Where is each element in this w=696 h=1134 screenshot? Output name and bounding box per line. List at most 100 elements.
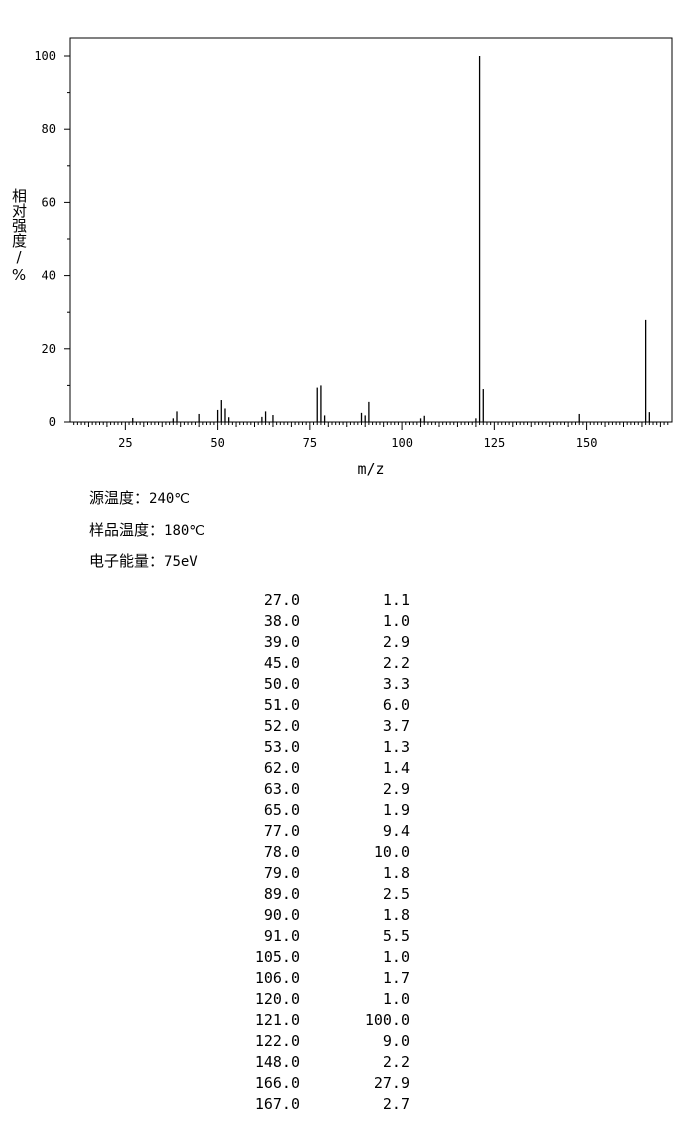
peak-mz: 167.0	[254, 1095, 300, 1113]
peak-row: 106.0 1.7	[230, 968, 420, 989]
peak-mz: 120.0	[254, 990, 300, 1008]
peak-row: 63.0 2.9	[230, 779, 420, 800]
y-tick-label: 20	[42, 342, 56, 356]
peak-mz: 39.0	[263, 633, 300, 651]
peak-mz: 52.0	[263, 717, 300, 735]
condition-sample-temp: 样品温度：180℃	[89, 519, 205, 540]
peak-mz: 121.0	[254, 1011, 300, 1029]
x-axis-label: m/z	[357, 460, 384, 478]
peak-abundance: 9.0	[382, 1032, 410, 1050]
condition-label: 源温度：	[89, 489, 150, 507]
x-tick-label: 150	[576, 436, 598, 450]
peak-abundance: 3.3	[382, 675, 410, 693]
y-tick-label: 80	[42, 122, 56, 136]
y-tick-label: 100	[34, 49, 56, 63]
peak-abundance: 3.7	[382, 717, 410, 735]
peak-mz: 79.0	[263, 864, 300, 882]
peak-row: 45.0 2.2	[230, 653, 420, 674]
peak-mz: 27.0	[263, 591, 300, 609]
y-axis: 0 20 40 60 80 100	[34, 49, 70, 429]
x-tick-label: 75	[303, 436, 317, 450]
peak-mz: 89.0	[263, 885, 300, 903]
peak-row: 90.0 1.8	[230, 905, 420, 926]
peak-row: 52.0 3.7	[230, 716, 420, 737]
peak-row: 120.0 1.0	[230, 989, 420, 1010]
condition-value: 75eV	[164, 554, 198, 570]
condition-label: 样品温度：	[89, 521, 165, 539]
peak-abundance: 1.4	[382, 759, 410, 777]
peak-row: 121.0 100.0	[230, 1010, 420, 1031]
peak-abundance: 6.0	[382, 696, 410, 714]
condition-value: 240℃	[149, 491, 191, 507]
peak-mz: 62.0	[263, 759, 300, 777]
peak-row: 38.0 1.0	[230, 611, 420, 632]
peak-abundance: 1.0	[382, 612, 410, 630]
peak-abundance: 1.8	[382, 906, 410, 924]
peak-row: 27.0 1.1	[230, 590, 420, 611]
peak-abundance: 100.0	[364, 1011, 410, 1029]
peak-abundance: 1.0	[382, 948, 410, 966]
peak-row: 50.0 3.3	[230, 674, 420, 695]
peak-abundance: 10.0	[373, 843, 410, 861]
peak-mz: 122.0	[254, 1032, 300, 1050]
peak-row: 105.0 1.0	[230, 947, 420, 968]
peak-mz: 78.0	[263, 843, 300, 861]
peak-row: 122.0 9.0	[230, 1031, 420, 1052]
peak-mz: 38.0	[263, 612, 300, 630]
peak-row: 53.0 1.3	[230, 737, 420, 758]
x-tick-label: 50	[210, 436, 224, 450]
y-tick-label: 0	[49, 415, 56, 429]
peak-row: 78.0 10.0	[230, 842, 420, 863]
y-tick-label: 60	[42, 195, 56, 209]
peak-mz: 45.0	[263, 654, 300, 672]
peak-row: 89.0 2.5	[230, 884, 420, 905]
peak-abundance: 1.7	[382, 969, 410, 987]
peak-mz: 53.0	[263, 738, 300, 756]
peak-abundance: 1.9	[382, 801, 410, 819]
peak-abundance: 2.2	[382, 1053, 410, 1071]
peak-abundance: 9.4	[382, 822, 410, 840]
peak-row: 65.0 1.9	[230, 800, 420, 821]
peak-abundance: 1.0	[382, 990, 410, 1008]
peak-mz: 106.0	[254, 969, 300, 987]
peak-mz: 105.0	[254, 948, 300, 966]
peak-abundance: 2.9	[382, 780, 410, 798]
peak-abundance: 27.9	[373, 1074, 410, 1092]
y-axis-label: 相对强度/%	[10, 188, 28, 284]
mass-spectrum-chart: 0 20 40 60 80 100 25 50 75 100 125 150 m/z	[34, 37, 673, 478]
condition-source-temp: 源温度：240℃	[89, 487, 190, 508]
y-tick-label: 40	[42, 269, 56, 283]
peak-table: 27.0 1.1 38.0 1.0 39.0 2.9 45.0 2.2 50.0 3.3 51.0 6…	[230, 590, 420, 1115]
condition-value: 180℃	[164, 523, 206, 539]
peak-abundance: 2.7	[382, 1095, 410, 1113]
peak-mz: 148.0	[254, 1053, 300, 1071]
peak-row: 39.0 2.9	[230, 632, 420, 653]
peak-abundance: 1.1	[382, 591, 410, 609]
peak-mz: 77.0	[263, 822, 300, 840]
peak-mz: 166.0	[254, 1074, 300, 1092]
condition-electron-energy: 电子能量：75eV	[89, 550, 198, 571]
peak-row: 77.0 9.4	[230, 821, 420, 842]
peak-abundance: 2.9	[382, 633, 410, 651]
x-tick-label: 25	[118, 436, 132, 450]
x-axis: 25 50 75 100 125 150	[73, 422, 669, 450]
plot-frame	[69, 37, 673, 423]
peak-abundance: 1.3	[382, 738, 410, 756]
spectrum-bars	[132, 56, 650, 422]
peak-mz: 91.0	[263, 927, 300, 945]
peak-row: 167.0 2.7	[230, 1094, 420, 1115]
peak-abundance: 2.2	[382, 654, 410, 672]
peak-row: 79.0 1.8	[230, 863, 420, 884]
peak-mz: 65.0	[263, 801, 300, 819]
peak-abundance: 1.8	[382, 864, 410, 882]
condition-label: 电子能量：	[89, 552, 165, 570]
peak-mz: 50.0	[263, 675, 300, 693]
peak-mz: 51.0	[263, 696, 300, 714]
peak-mz: 63.0	[263, 780, 300, 798]
x-tick-label: 125	[484, 436, 506, 450]
peak-row: 166.0 27.9	[230, 1073, 420, 1094]
x-tick-label: 100	[391, 436, 413, 450]
peak-row: 148.0 2.2	[230, 1052, 420, 1073]
peak-row: 62.0 1.4	[230, 758, 420, 779]
peak-abundance: 2.5	[382, 885, 410, 903]
